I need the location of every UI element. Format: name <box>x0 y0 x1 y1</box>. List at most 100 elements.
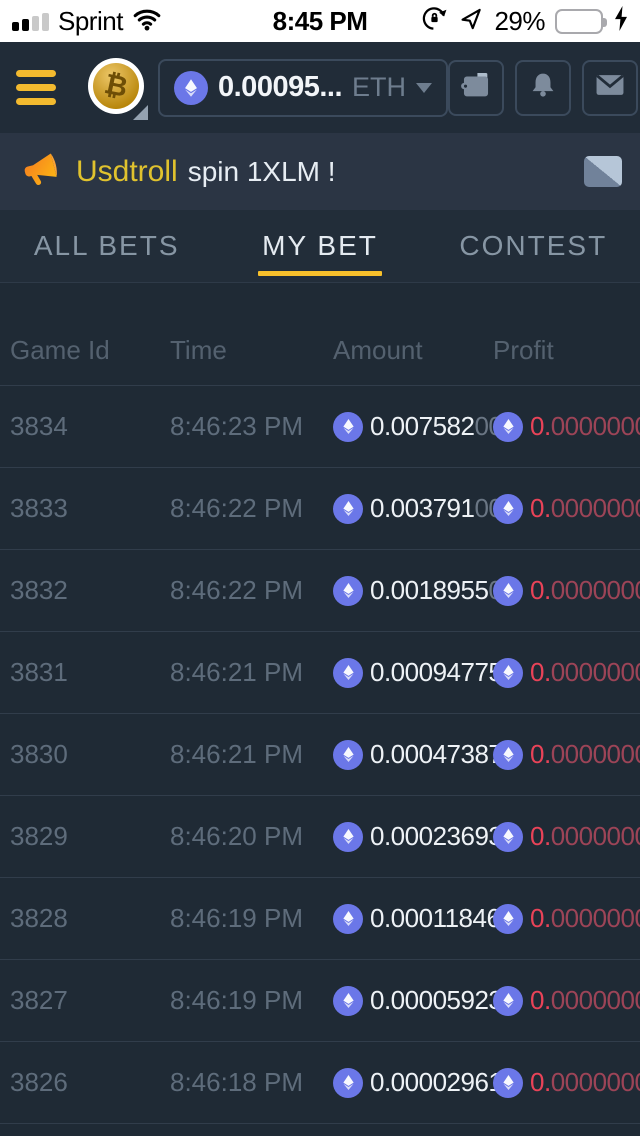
game-id-cell: 3828 <box>10 903 68 933</box>
amount-cell: 0.00758200 <box>333 411 503 442</box>
tab-all-bets[interactable]: ALL BETS <box>33 230 180 261</box>
profit-cell: 0.00000000 <box>493 657 640 688</box>
game-id-cell: 3829 <box>10 821 68 851</box>
notifications-button[interactable] <box>515 59 571 116</box>
announcement-message: spin 1XLM ! <box>187 155 336 187</box>
game-id-cell: 3831 <box>10 657 68 687</box>
game-id-cell: 3834 <box>10 411 68 441</box>
profit-cell: 0.00000000 <box>493 985 640 1016</box>
clock: 8:45 PM <box>272 5 368 36</box>
col-time: Time <box>170 334 227 365</box>
location-arrow-icon <box>458 6 484 37</box>
wallet-icon <box>459 68 493 107</box>
app-header: ₿ 0.00095... ETH <box>0 42 640 133</box>
table-row: 3828 8:46:19 PM 0.00011846 0.00000000 <box>0 878 640 960</box>
avatar-corner-badge <box>133 104 148 120</box>
eth-coin-icon <box>333 821 363 852</box>
game-id-cell: 3830 <box>10 739 68 769</box>
charging-bolt-icon <box>613 5 628 37</box>
tab-my-bet[interactable]: MY BET <box>213 210 426 282</box>
cell-signal-icon <box>12 12 49 31</box>
table-header: Game Id Time Amount Profit <box>0 283 640 386</box>
time-cell: 8:46:22 PM <box>170 575 303 605</box>
eth-coin-icon <box>493 575 523 606</box>
eth-coin-icon <box>493 903 523 934</box>
bell-icon <box>527 69 559 106</box>
profit-cell: 0.00000000 <box>493 575 640 606</box>
table-row: 3829 8:46:20 PM 0.00023693 0.00000000 <box>0 796 640 878</box>
eth-coin-icon <box>493 493 523 524</box>
time-cell: 8:46:21 PM <box>170 739 303 769</box>
table-row: 3830 8:46:21 PM 0.00047387 0.00000000 <box>0 714 640 796</box>
table-row: 3834 8:46:23 PM 0.00758200 0.00000000 <box>0 386 640 468</box>
profit-cell: 0.00000000 <box>493 493 640 524</box>
time-cell: 8:46:19 PM <box>170 903 303 933</box>
time-cell: 8:46:18 PM <box>170 1067 303 1097</box>
amount-cell: 0.00094775 <box>333 657 503 688</box>
eth-coin-icon <box>333 575 363 606</box>
eth-coin-icon <box>333 657 363 688</box>
col-profit: Profit <box>493 334 554 365</box>
eth-coin-icon <box>333 411 363 442</box>
currency-label: ETH <box>352 72 406 102</box>
amount-cell: 0.00011846 <box>333 903 501 934</box>
game-id-cell: 3833 <box>10 493 68 523</box>
amount-cell: 0.00002961 <box>333 1067 503 1098</box>
messages-button[interactable] <box>582 59 638 116</box>
profit-cell: 0.00000000 <box>493 903 640 934</box>
carrier-label: Sprint <box>58 5 123 36</box>
amount-cell: 0.00005923 <box>333 985 503 1016</box>
eth-coin-icon <box>493 739 523 770</box>
time-cell: 8:46:22 PM <box>170 493 303 523</box>
rotation-lock-icon <box>421 5 448 37</box>
eth-coin-icon <box>493 1067 523 1098</box>
time-cell: 8:46:20 PM <box>170 821 303 851</box>
announcement-username: Usdtroll <box>76 154 178 188</box>
time-cell: 8:46:21 PM <box>170 657 303 687</box>
game-id-cell: 3827 <box>10 985 68 1015</box>
game-id-cell: 3826 <box>10 1067 68 1097</box>
balance-amount: 0.00095... <box>218 71 343 103</box>
col-game-id: Game Id <box>10 334 110 365</box>
time-cell: 8:46:19 PM <box>170 985 303 1015</box>
menu-icon[interactable] <box>16 70 56 105</box>
chat-icon[interactable] <box>584 156 622 187</box>
avatar[interactable]: ₿ <box>88 57 148 120</box>
balance-selector[interactable]: 0.00095... ETH <box>158 58 448 117</box>
wifi-icon <box>132 7 162 36</box>
game-id-cell: 3832 <box>10 575 68 605</box>
profit-cell: 0.00000000 <box>493 821 640 852</box>
megaphone-icon <box>18 149 62 194</box>
eth-coin-icon <box>493 821 523 852</box>
table-row: 3827 8:46:19 PM 0.00005923 0.00000000 <box>0 960 640 1042</box>
eth-coin-icon <box>493 411 523 442</box>
bets-table: 3834 8:46:23 PM 0.00758200 0.00000000 38… <box>0 386 640 1124</box>
table-row: 3826 8:46:18 PM 0.00002961 0.00000000 <box>0 1042 640 1124</box>
profit-cell: 0.00000000 <box>493 1067 640 1098</box>
amount-cell: 0.00379100 <box>333 493 503 524</box>
announcement-bar: Usdtroll spin 1XLM ! <box>0 133 640 210</box>
profit-cell: 0.00000000 <box>493 411 640 442</box>
eth-coin-icon <box>493 657 523 688</box>
amount-cell: 0.00047387 <box>333 739 503 770</box>
eth-coin-icon <box>174 70 208 105</box>
battery-percent-label: 29% <box>494 5 545 36</box>
eth-coin-icon <box>493 985 523 1016</box>
chevron-down-icon <box>416 82 432 93</box>
tab-contest[interactable]: CONTEST <box>459 230 608 261</box>
amount-cell: 0.00023693 <box>333 821 503 852</box>
profit-cell: 0.00000000 <box>493 739 640 770</box>
eth-coin-icon <box>333 985 363 1016</box>
eth-coin-icon <box>333 493 363 524</box>
wallet-button[interactable] <box>448 59 504 116</box>
bets-tabs: ALL BETS MY BET CONTEST <box>0 210 640 283</box>
col-amount: Amount <box>333 334 423 365</box>
envelope-icon <box>593 68 627 107</box>
eth-coin-icon <box>333 903 363 934</box>
time-cell: 8:46:23 PM <box>170 411 303 441</box>
status-bar: Sprint 8:45 PM 29% <box>0 0 640 42</box>
eth-coin-icon <box>333 739 363 770</box>
eth-coin-icon <box>333 1067 363 1098</box>
